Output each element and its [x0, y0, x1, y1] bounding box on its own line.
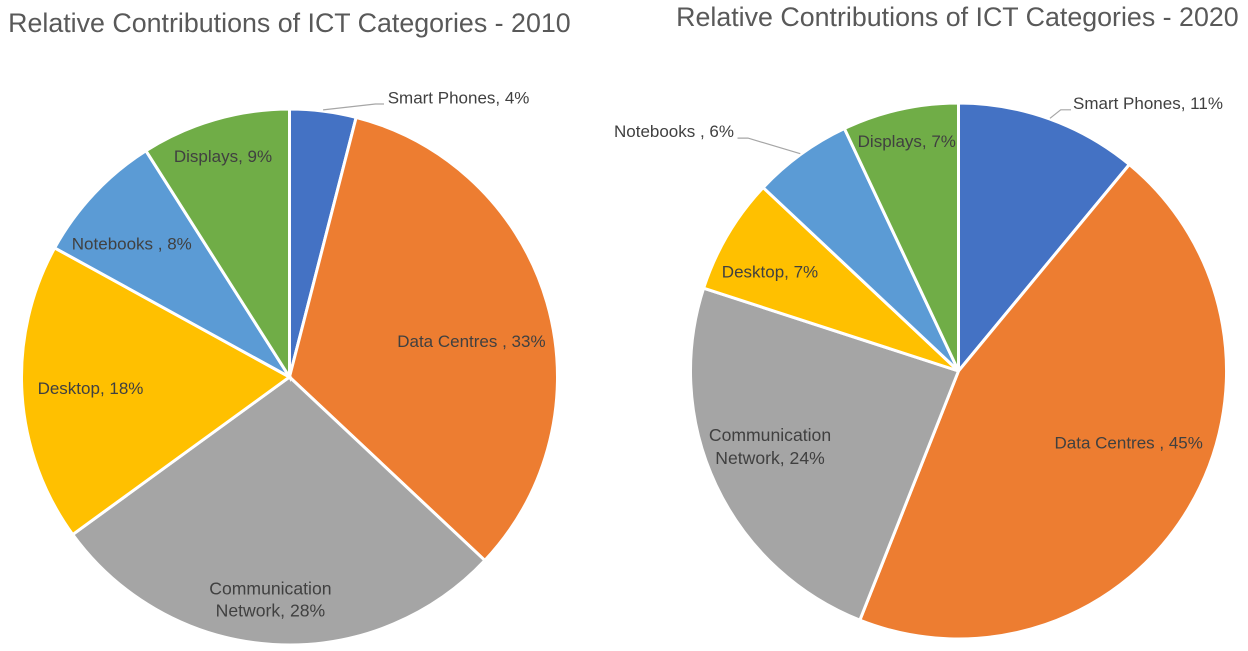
svg-text:Data Centres , 45%: Data Centres , 45%	[1055, 434, 1203, 453]
svg-text:Displays, 9%: Displays, 9%	[174, 147, 272, 166]
svg-text:Relative Contributions of ICT: Relative Contributions of ICT Categories…	[8, 8, 571, 38]
svg-text:Communication: Communication	[709, 425, 831, 445]
svg-text:Relative Contributions of ICT: Relative Contributions of ICT Categories…	[676, 2, 1239, 32]
svg-text:Communication: Communication	[209, 578, 331, 598]
svg-text:Displays, 7%: Displays, 7%	[858, 132, 956, 151]
svg-text:Desktop, 18%: Desktop, 18%	[38, 379, 144, 398]
svg-text:Notebooks , 8%: Notebooks , 8%	[72, 235, 192, 254]
svg-text:Smart Phones, 4%: Smart Phones, 4%	[388, 88, 530, 107]
svg-text:Network, 24%: Network, 24%	[715, 448, 825, 468]
svg-text:Notebooks , 6%: Notebooks , 6%	[614, 122, 734, 141]
svg-text:Data Centres , 33%: Data Centres , 33%	[397, 332, 545, 351]
svg-text:Network, 28%: Network, 28%	[216, 601, 326, 621]
svg-text:Smart Phones, 11%: Smart Phones, 11%	[1073, 94, 1223, 113]
svg-text:Desktop, 7%: Desktop, 7%	[722, 263, 818, 282]
